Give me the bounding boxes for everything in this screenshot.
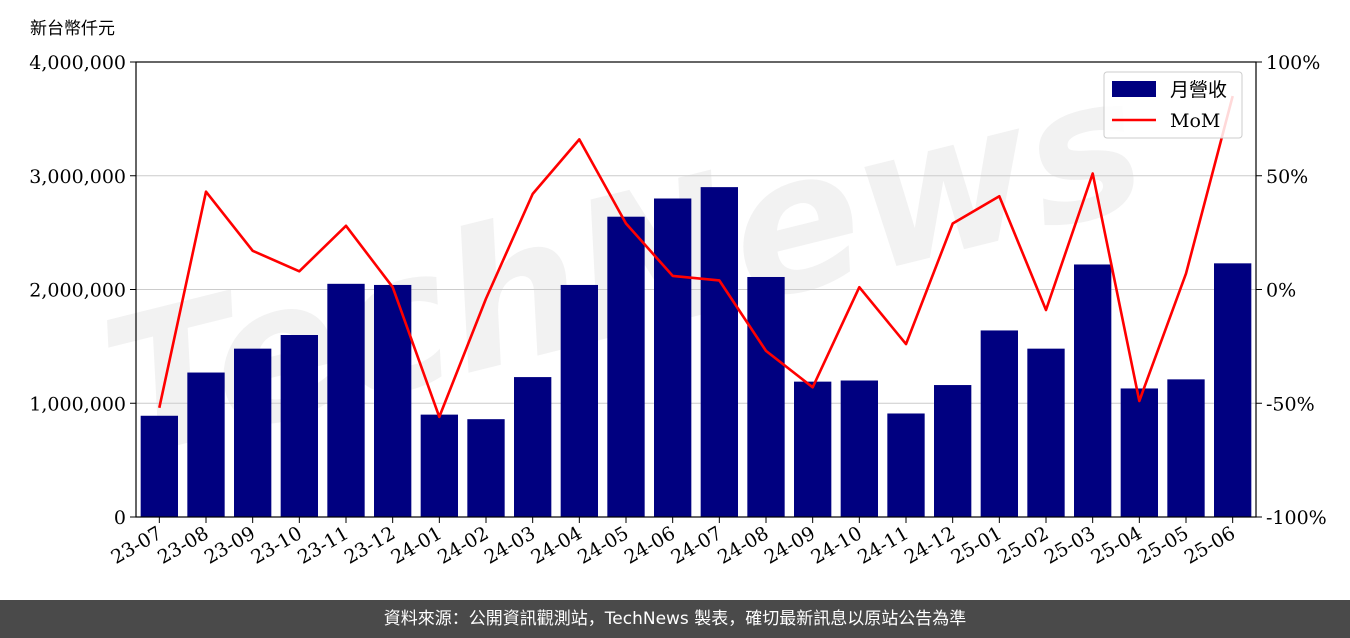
left-tick-label: 2,000,000 <box>29 280 126 302</box>
revenue-bar <box>607 216 645 517</box>
x-tick-label: 25-04 <box>1087 522 1145 568</box>
revenue-bar <box>700 187 738 517</box>
x-tick-label: 24-03 <box>481 522 539 568</box>
revenue-bar <box>560 284 598 517</box>
gridlines <box>136 175 1256 404</box>
x-tick-label: 24-11 <box>854 522 912 568</box>
revenue-bar <box>887 413 925 517</box>
revenue-bar <box>514 377 552 517</box>
x-tick-label: 25-03 <box>1041 522 1099 568</box>
x-tick-label: 24-02 <box>434 522 492 568</box>
revenue-bar <box>934 385 972 517</box>
x-tick-label: 23-10 <box>247 522 305 568</box>
x-tick-label: 24-05 <box>574 522 632 568</box>
right-tick-label: 100% <box>1266 52 1320 74</box>
x-tick-label: 24-07 <box>667 522 725 568</box>
revenue-bar <box>1167 379 1205 517</box>
right-tick-label: 50% <box>1266 166 1308 188</box>
revenue-bar <box>1027 348 1065 517</box>
revenue-bar <box>654 198 692 517</box>
x-tick-label: 23-11 <box>294 522 352 568</box>
source-footer: 資料來源：公開資訊觀測站，TechNews 製表，確切最新訊息以原站公告為準 <box>0 600 1350 638</box>
x-tick-label: 24-04 <box>527 522 585 568</box>
revenue-bar <box>140 415 178 517</box>
x-tick-label: 24-08 <box>714 522 772 568</box>
x-tick-label: 25-06 <box>1181 522 1239 568</box>
x-tick-label: 23-08 <box>154 522 212 568</box>
mom-line <box>158 95 1234 419</box>
revenue-bar <box>747 276 785 517</box>
y-axis-unit-label: 新台幣仟元 <box>30 19 115 39</box>
x-tick-label: 24-01 <box>387 522 445 568</box>
legend: 月營收 MoM <box>1103 71 1243 139</box>
revenue-bar <box>1074 264 1112 517</box>
x-tick-label: 25-02 <box>994 522 1052 568</box>
legend-bar-swatch <box>1112 81 1156 97</box>
x-tick-label: 23-09 <box>201 522 259 568</box>
x-tick-label: 23-07 <box>107 522 165 568</box>
x-tick-label: 24-06 <box>621 522 679 568</box>
x-tick-label: 24-09 <box>761 522 819 568</box>
revenue-bar <box>187 372 225 517</box>
revenue-bar <box>840 380 878 517</box>
x-tick-label: 25-05 <box>1134 522 1192 568</box>
revenue-bars <box>140 187 1252 517</box>
revenue-bar <box>1120 388 1158 517</box>
revenue-chart: TechNews 01,000,0002,000,0003,000,0004,0… <box>29 31 1327 569</box>
left-tick-label: 4,000,000 <box>29 52 126 74</box>
left-tick-label: 0 <box>114 507 126 529</box>
legend-bar-label: 月營收 <box>1170 79 1227 101</box>
x-tick-label: 24-10 <box>807 522 865 568</box>
legend-line-label: MoM <box>1170 110 1220 132</box>
revenue-bar <box>794 381 832 517</box>
right-tick-label: -50% <box>1266 393 1315 415</box>
revenue-bar <box>980 330 1018 517</box>
revenue-bar <box>280 335 318 517</box>
revenue-bar <box>1214 263 1252 517</box>
left-tick-label: 1,000,000 <box>29 393 126 415</box>
revenue-bar <box>420 414 458 517</box>
mom-line-group <box>158 95 1234 419</box>
revenue-bar <box>234 348 272 517</box>
right-tick-label: -100% <box>1266 507 1327 529</box>
revenue-bar <box>467 419 505 517</box>
x-tick-label: 25-01 <box>947 522 1005 568</box>
x-tick-label: 23-12 <box>341 522 399 568</box>
revenue-bar <box>327 283 365 517</box>
left-tick-label: 3,000,000 <box>29 166 126 188</box>
right-tick-label: 0% <box>1266 280 1296 302</box>
x-tick-label: 24-12 <box>901 522 959 568</box>
